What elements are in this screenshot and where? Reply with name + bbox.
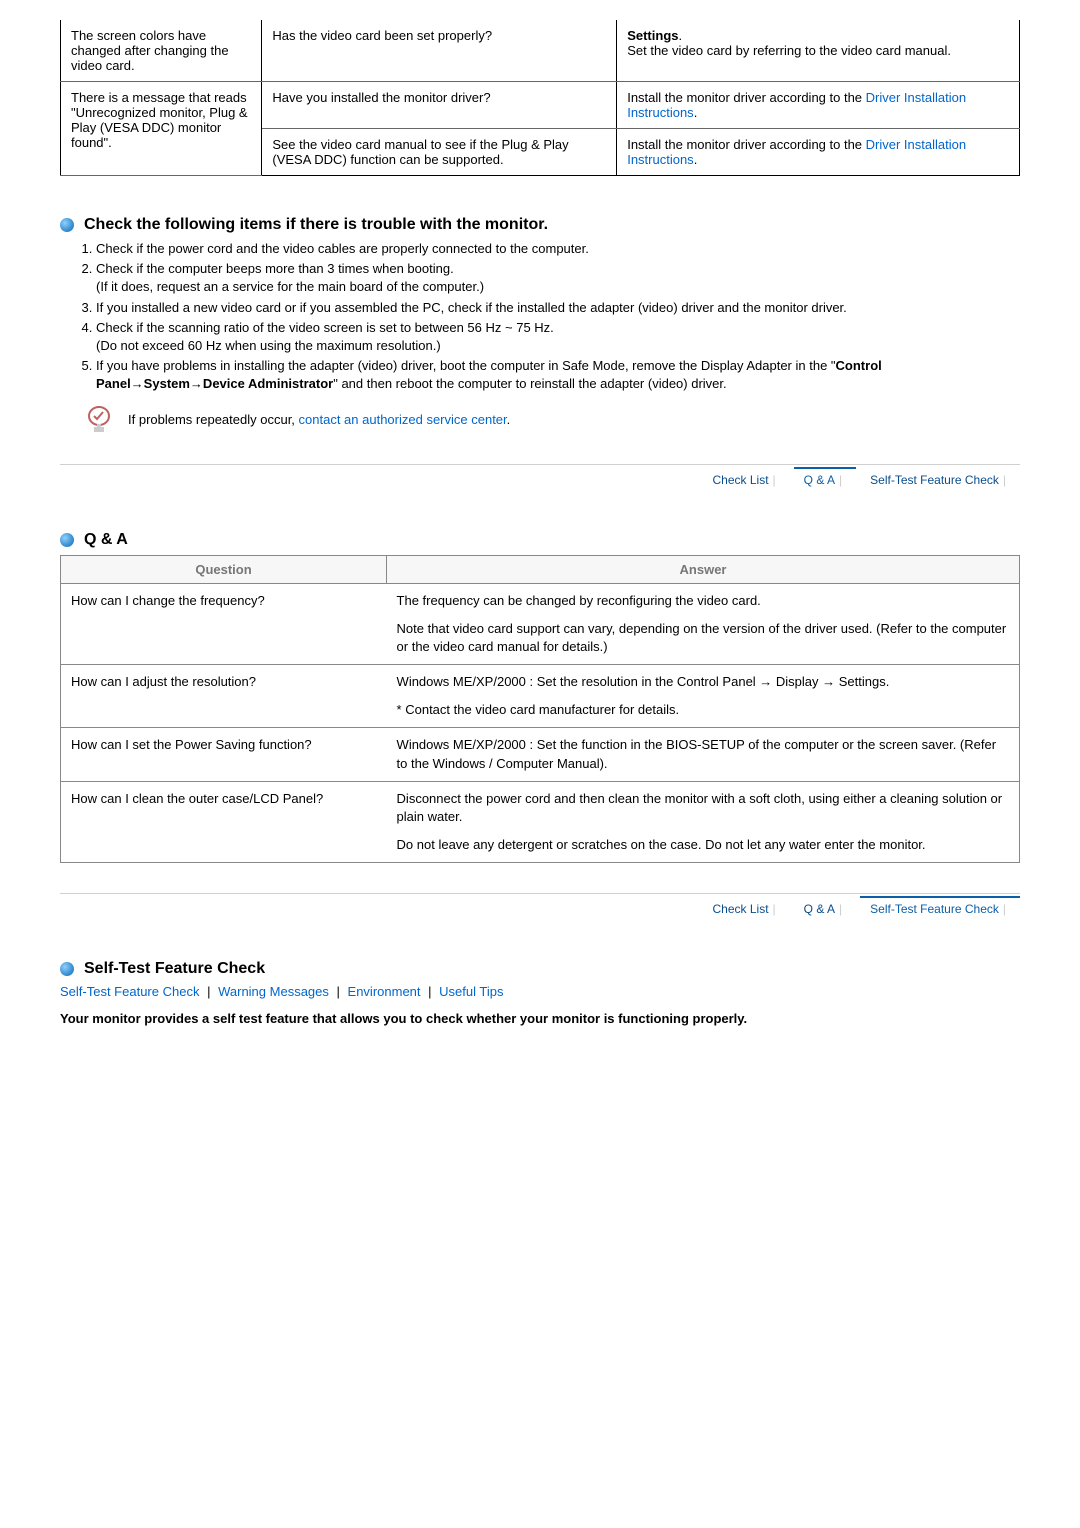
qa-answer-para: The frequency can be changed by reconfig…: [397, 592, 1009, 610]
subnav-tips[interactable]: Useful Tips: [439, 984, 503, 999]
subnav-environment[interactable]: Environment: [348, 984, 421, 999]
qa-head-answer: Answer: [387, 555, 1020, 583]
troubleshoot-table: The screen colors have changed after cha…: [60, 20, 1020, 176]
list-item: Check if the computer beeps more than 3 …: [96, 260, 1020, 296]
tab-sep: |: [835, 473, 846, 487]
tab-sep: |: [769, 473, 780, 487]
selftest-section-head: Self-Test Feature Check: [60, 960, 1020, 978]
solution-line2: Set the video card by referring to the v…: [627, 43, 951, 58]
selftest-section-title: Self-Test Feature Check: [84, 960, 265, 978]
list-text-post: " and then reboot the computer to reinst…: [333, 376, 726, 391]
subnav-warning[interactable]: Warning Messages: [218, 984, 329, 999]
qa-answer-para: * Contact the video card manufacturer fo…: [397, 701, 1009, 719]
check-section-head: Check the following items if there is tr…: [60, 216, 1020, 234]
tab-qa[interactable]: Q & A|: [794, 896, 856, 920]
symptom-cell: The screen colors have changed after cha…: [61, 20, 262, 82]
list-item: If you have problems in installing the a…: [96, 357, 1020, 393]
qa-answer: Windows ME/XP/2000 : Set the function in…: [387, 728, 1020, 781]
subnav-selftest[interactable]: Self-Test Feature Check: [60, 984, 199, 999]
qa-answer: The frequency can be changed by reconfig…: [387, 583, 1020, 665]
note-text: If problems repeatedly occur, contact an…: [128, 404, 510, 427]
qa-answer: Windows ME/XP/2000 : Set the resolution …: [387, 665, 1020, 728]
check-cell: See the video card manual to see if the …: [262, 129, 617, 176]
qa-answer-para: Windows ME/XP/2000 : Set the resolution …: [397, 673, 1009, 691]
qa-answer-para: Windows ME/XP/2000 : Set the function in…: [397, 736, 1009, 772]
qa-section-head: Q & A: [60, 531, 1020, 549]
check-cell: Has the video card been set properly?: [262, 20, 617, 82]
qa-section-title: Q & A: [84, 531, 128, 549]
tab-check-list[interactable]: Check List|: [703, 467, 790, 491]
qa-answer-para: Note that video card support can vary, d…: [397, 620, 1009, 656]
qa-question: How can I set the Power Saving function?: [61, 728, 387, 781]
list-text: Check if the scanning ratio of the video…: [96, 320, 554, 335]
list-subtext: (Do not exceed 60 Hz when using the maxi…: [96, 338, 441, 353]
qa-table: Question Answer How can I change the fre…: [60, 555, 1020, 864]
list-text-pre: If you have problems in installing the a…: [96, 358, 836, 373]
list-subtext: (If it does, request an a service for th…: [96, 279, 484, 294]
tab-self-test[interactable]: Self-Test Feature Check|: [860, 467, 1020, 491]
note-row: If problems repeatedly occur, contact an…: [60, 404, 1020, 434]
check-cell: Have you installed the monitor driver?: [262, 82, 617, 129]
list-item: If you installed a new video card or if …: [96, 299, 1020, 317]
qa-answer-para: Do not leave any detergent or scratches …: [397, 836, 1009, 854]
qa-question: How can I adjust the resolution?: [61, 665, 387, 728]
list-text: Check if the computer beeps more than 3 …: [96, 261, 454, 276]
tab-bar: Check List| Q & A| Self-Test Feature Che…: [60, 464, 1020, 491]
bullet-icon: [60, 533, 74, 547]
solution-pre: Install the monitor driver according to …: [627, 137, 865, 152]
list-item: Check if the scanning ratio of the video…: [96, 319, 1020, 355]
pipe: |: [203, 984, 214, 999]
bullet-icon: [60, 962, 74, 976]
pipe: |: [424, 984, 435, 999]
qa-question: How can I change the frequency?: [61, 583, 387, 665]
tab-sep: |: [769, 902, 780, 916]
solution-bold: Settings: [627, 28, 678, 43]
selftest-subnav: Self-Test Feature Check | Warning Messag…: [60, 984, 1020, 999]
solution-post: .: [679, 28, 683, 43]
tab-check-list[interactable]: Check List|: [703, 896, 790, 920]
qa-head-question: Question: [61, 555, 387, 583]
note-post: .: [507, 412, 511, 427]
list-item: Check if the power cord and the video ca…: [96, 240, 1020, 258]
tab-qa[interactable]: Q & A|: [794, 467, 856, 491]
qa-answer: Disconnect the power cord and then clean…: [387, 781, 1020, 863]
note-pre: If problems repeatedly occur,: [128, 412, 299, 427]
tab-sep: |: [999, 473, 1010, 487]
solution-pre: Install the monitor driver according to …: [627, 90, 865, 105]
solution-cell: Install the monitor driver according to …: [617, 129, 1020, 176]
selftest-body: Your monitor provides a self test featur…: [60, 1011, 1020, 1026]
solution-post: .: [694, 105, 698, 120]
tab-bar: Check List| Q & A| Self-Test Feature Che…: [60, 893, 1020, 920]
qa-answer-para: Disconnect the power cord and then clean…: [397, 790, 1009, 826]
check-section-title: Check the following items if there is tr…: [84, 216, 548, 234]
solution-cell: Install the monitor driver according to …: [617, 82, 1020, 129]
solution-cell: Settings. Set the video card by referrin…: [617, 20, 1020, 82]
solution-post: .: [694, 152, 698, 167]
symptom-cell: There is a message that reads "Unrecogni…: [61, 82, 262, 176]
checkmark-pedestal-icon: [84, 404, 114, 434]
bullet-icon: [60, 218, 74, 232]
qa-question: How can I clean the outer case/LCD Panel…: [61, 781, 387, 863]
tab-self-test[interactable]: Self-Test Feature Check|: [860, 896, 1020, 920]
check-list: Check if the power cord and the video ca…: [60, 240, 1020, 394]
tab-sep: |: [835, 902, 846, 916]
pipe: |: [333, 984, 344, 999]
tab-sep: |: [999, 902, 1010, 916]
service-center-link[interactable]: contact an authorized service center: [299, 412, 507, 427]
